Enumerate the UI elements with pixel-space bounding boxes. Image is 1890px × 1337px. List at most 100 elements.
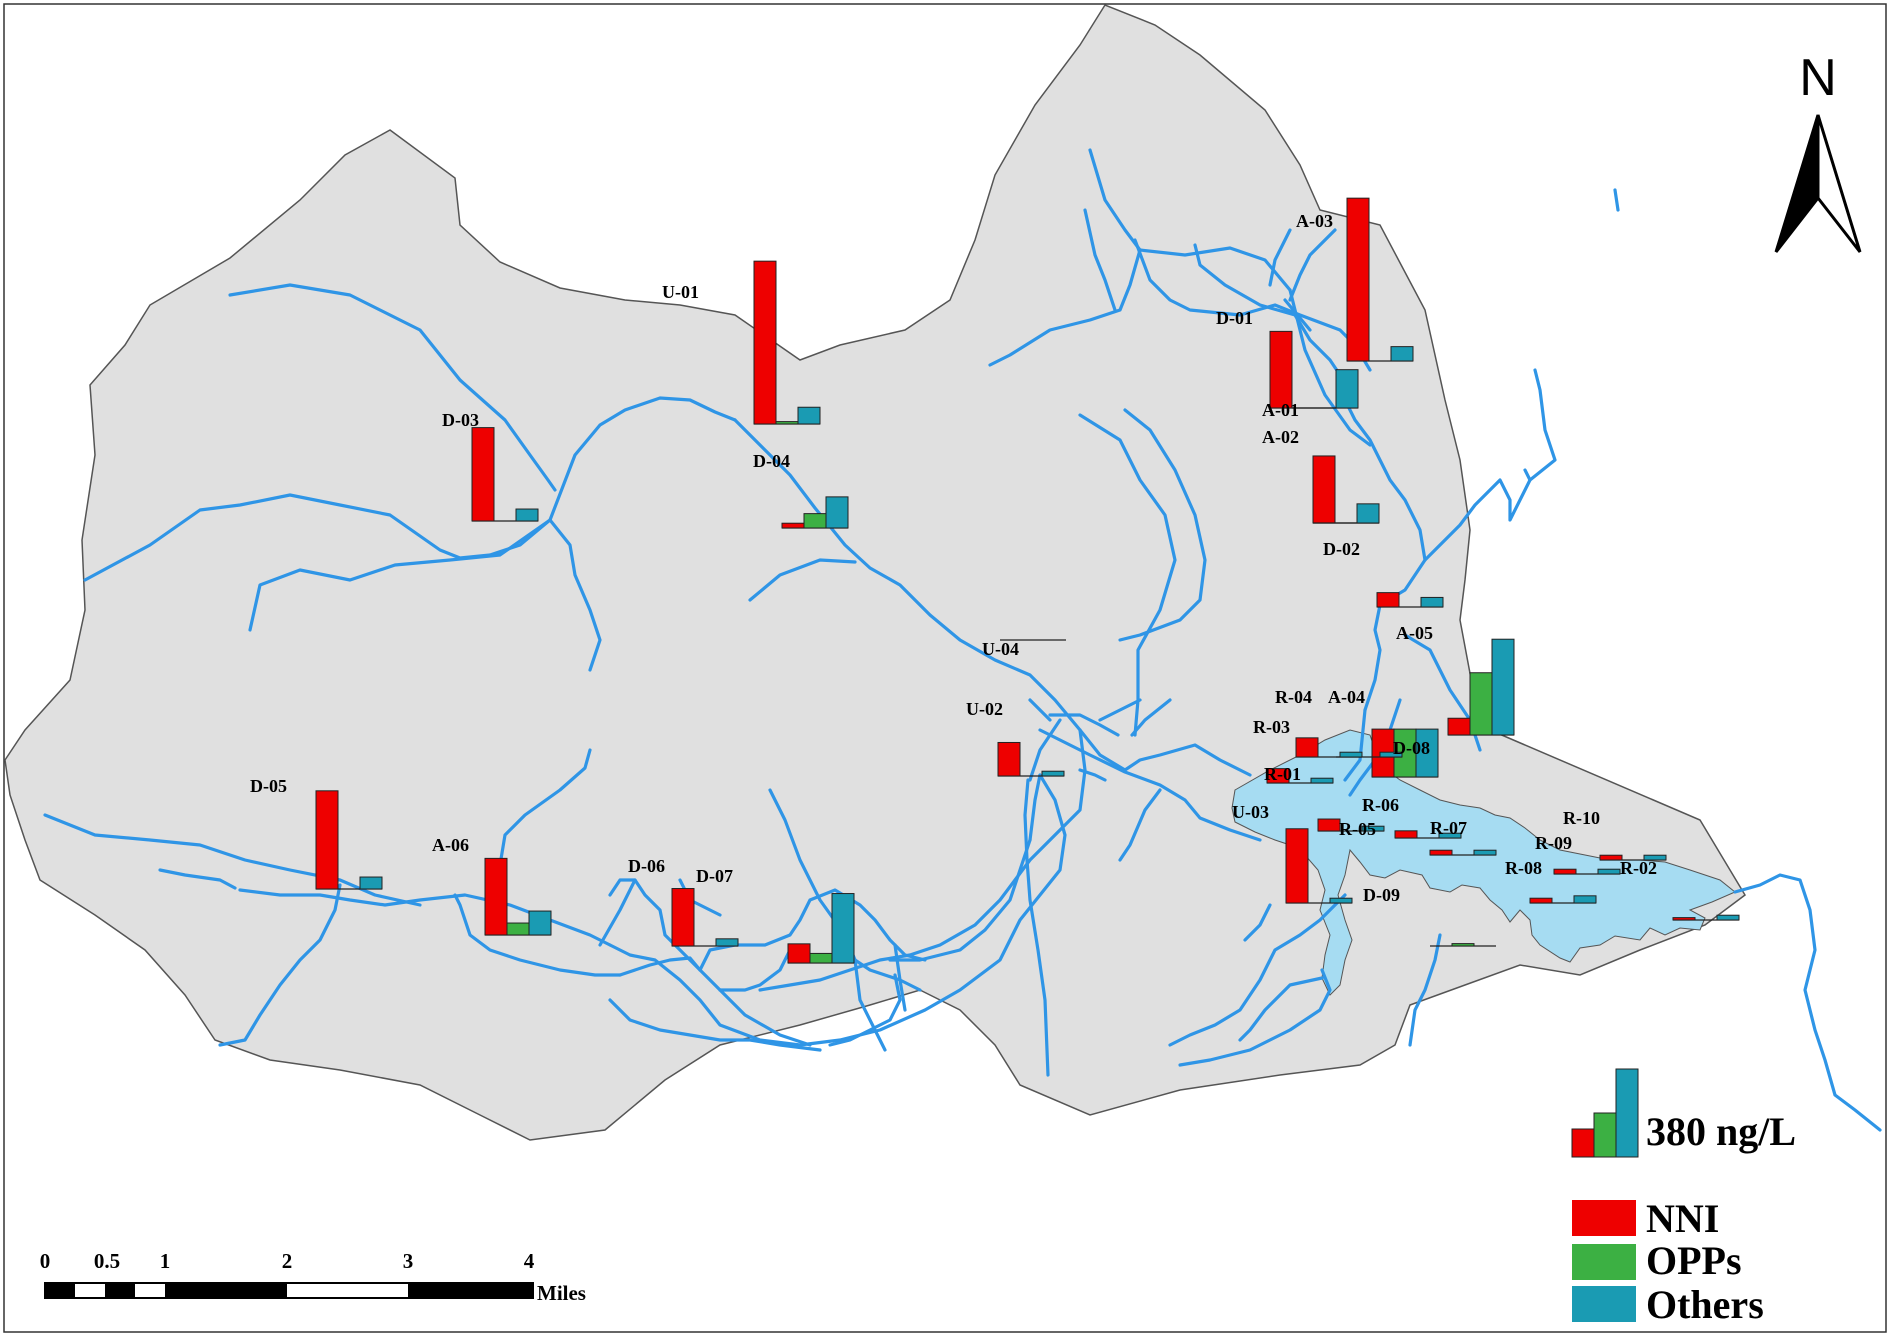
reference-bar-opps: [1593, 1112, 1617, 1158]
bar-r-02-others: [1716, 914, 1740, 921]
site-chart-d-03: [471, 427, 539, 522]
site-label-d-08: D-08: [1393, 738, 1430, 758]
bar-d-04-others: [825, 496, 849, 529]
bar-d-03-nni: [471, 427, 495, 522]
reference-legend: 380 ng/L: [1571, 1068, 1796, 1158]
site-chart-u-01: [753, 260, 821, 425]
bar-r-05-others: [1361, 825, 1385, 832]
site-label-r-01: R-01: [1264, 764, 1301, 784]
category-legend: NNI OPPs Others: [1572, 1196, 1764, 1327]
bar-u-01-opps: [775, 421, 799, 425]
site-chart-u-03: [1285, 828, 1353, 904]
site-label-r-02: R-02: [1620, 858, 1657, 878]
site-label-u-03: U-03: [1232, 802, 1269, 822]
bar-d-07-opps: [809, 952, 833, 964]
legend-label-nni: NNI: [1646, 1196, 1719, 1241]
bar-a-06-opps: [506, 922, 530, 936]
bar-r-07-nni: [1429, 849, 1453, 856]
bar-r-09-others: [1597, 868, 1621, 875]
bar-a-03-others: [1390, 346, 1414, 362]
bar-a-04-others: [1491, 638, 1515, 736]
bar-a-03-nni: [1346, 197, 1370, 362]
map-frame: [3, 3, 1887, 1333]
site-label-a-06: A-06: [432, 835, 469, 855]
scale-unit: Miles: [537, 1281, 586, 1305]
bar-r-06-others: [1438, 832, 1462, 839]
site-label-r-04: R-04: [1275, 687, 1312, 707]
site-label-a-03: A-03: [1296, 211, 1333, 231]
scale-tick-1: 0.5: [94, 1249, 120, 1273]
bar-r-01-nni: [1266, 768, 1290, 784]
site-label-d-09: D-09: [1363, 885, 1400, 905]
site-label-u-02: U-02: [966, 699, 1003, 719]
site-chart-d-02: [1313, 503, 1380, 524]
bar-r-07-others: [1473, 849, 1497, 856]
site-label-r-06: R-06: [1362, 795, 1399, 815]
bar-a-05-others: [1420, 596, 1444, 608]
bar-r-04-others: [1379, 751, 1403, 758]
site-chart-a-06: [484, 857, 552, 936]
bar-d-05-nni: [315, 790, 339, 890]
site-label-r-07: R-07: [1430, 818, 1467, 838]
site-label-r-10: R-10: [1563, 808, 1600, 828]
bar-d-09-opps: [1451, 943, 1475, 947]
site-label-u-01: U-01: [662, 282, 699, 302]
site-label-a-04: A-04: [1328, 687, 1365, 707]
bar-d-02-others: [1356, 503, 1380, 524]
site-chart-d-05: [315, 790, 383, 890]
bar-a-02-nni: [1312, 455, 1336, 524]
scale-tick-5: 4: [524, 1249, 535, 1273]
north-arrow: N: [1774, 49, 1862, 253]
site-label-r-05: R-05: [1339, 819, 1376, 839]
legend-swatch-opps: [1572, 1244, 1636, 1280]
site-label-d-04: D-04: [753, 451, 790, 471]
site-chart-r-06: [1394, 830, 1462, 839]
bar-a-06-others: [528, 910, 552, 936]
bar-r-08-nni: [1529, 897, 1553, 904]
bar-d-04-nni: [781, 522, 805, 529]
site-chart-r-07: [1429, 849, 1497, 856]
bar-r-03-others: [1339, 751, 1363, 758]
site-labels: U-01 D-03 D-04 A-03 D-01 A-01 A-02 D-02 A-05 U-04…: [250, 211, 1657, 905]
bar-r-09-nni: [1553, 868, 1577, 875]
scale-tick-0: 0: [40, 1249, 51, 1273]
north-arrow-light-half: [1816, 114, 1862, 253]
bar-r-06-nni: [1394, 830, 1418, 839]
site-chart-r-08: [1529, 895, 1597, 904]
site-label-d-03: D-03: [442, 410, 479, 430]
site-chart-a-05: [1376, 592, 1444, 608]
site-label-a-01: A-01: [1262, 400, 1299, 420]
site-chart-r-01: [1266, 768, 1334, 784]
site-label-d-05: D-05: [250, 776, 287, 796]
scale-tick-3: 2: [282, 1249, 293, 1273]
site-chart-r-05: [1317, 818, 1385, 832]
site-chart-a-04: [1447, 638, 1515, 736]
reference-label: 380 ng/L: [1646, 1109, 1796, 1154]
bar-r-01-others: [1310, 777, 1334, 784]
bar-r-10-nni: [1599, 854, 1623, 861]
bar-r-08-others: [1573, 895, 1597, 904]
bar-d-01-nni: [1269, 330, 1293, 409]
bar-r-02-nni: [1672, 917, 1696, 921]
site-label-a-02: A-02: [1262, 427, 1299, 447]
site-chart-d-09: [1430, 943, 1496, 947]
site-chart-r-10: [1599, 854, 1667, 861]
bar-d-08-others: [1415, 728, 1439, 778]
site-chart-u-02: [997, 741, 1065, 777]
reference-bar-others: [1615, 1068, 1639, 1158]
legend-swatch-others: [1572, 1286, 1636, 1322]
site-chart-r-02: [1672, 914, 1740, 921]
bar-u-02-others: [1041, 770, 1065, 777]
site-label-r-09: R-09: [1535, 833, 1572, 853]
site-chart-d-07: [787, 893, 855, 964]
site-label-d-06: D-06: [628, 856, 665, 876]
site-chart-d-06: [671, 888, 739, 947]
bar-d-06-others: [715, 938, 739, 947]
bar-u-03-nni: [1285, 828, 1309, 904]
site-chart-d-04: [781, 496, 849, 529]
bar-u-02-nni: [997, 741, 1021, 777]
bar-d-03-others: [515, 508, 539, 522]
site-bar-charts: [315, 197, 1740, 964]
site-label-r-08: R-08: [1505, 858, 1542, 878]
